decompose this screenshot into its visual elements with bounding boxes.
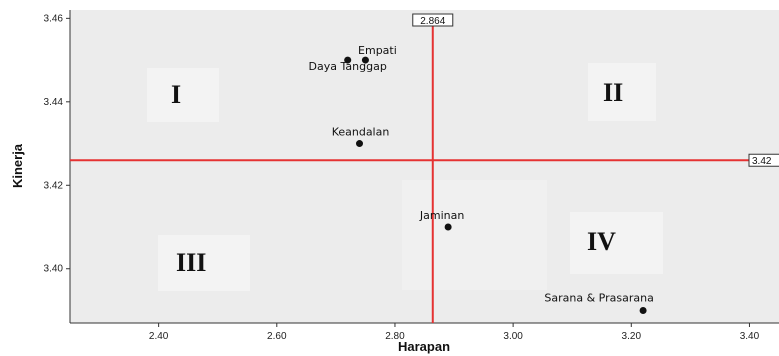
horizontal-reference-label: 3.42 — [748, 153, 779, 167]
y-tick-label: 3.42 — [44, 180, 64, 191]
point-label: Sarana & Prasarana — [544, 291, 653, 304]
y-tick-label: 3.44 — [44, 97, 64, 108]
x-tick-label: 3.20 — [622, 331, 642, 342]
x-tick-label: 2.60 — [267, 331, 287, 342]
center-shade — [402, 180, 547, 290]
y-tick-label: 3.40 — [44, 264, 64, 275]
data-point — [361, 56, 369, 64]
point-label: Jaminan — [419, 209, 464, 222]
x-axis-title: Harapan — [398, 339, 450, 354]
data-points: Empati Daya Tanggap Keandalan Jaminan Sarana… — [309, 44, 654, 314]
x-tick-label: 3.40 — [740, 331, 760, 342]
quadrant-label-i: I — [171, 80, 181, 109]
x-ticks: 2.40 2.60 2.80 3.00 3.20 3.40 — [149, 323, 760, 342]
quadrant-box-iii — [158, 235, 250, 291]
vertical-reference-value: 2.864 — [420, 16, 445, 27]
x-tick-label: 2.40 — [149, 331, 169, 342]
point-label: Empati — [358, 44, 397, 57]
quadrant-box-i — [147, 68, 219, 122]
data-point — [344, 56, 352, 64]
vertical-reference-label: 2.864 — [412, 13, 454, 27]
horizontal-reference-value: 3.42 — [752, 156, 772, 167]
data-point — [356, 140, 364, 148]
y-tick-label: 3.46 — [44, 13, 64, 24]
point-label: Keandalan — [332, 126, 390, 139]
quadrant-box-ii — [588, 63, 656, 121]
quadrant-label-ii: II — [603, 78, 623, 107]
data-point — [639, 306, 647, 314]
quadrant-box-iv — [570, 212, 663, 274]
x-tick-label: 3.00 — [503, 331, 523, 342]
quadrant-label-iv: IV — [587, 227, 616, 256]
quadrant-label-iii: III — [176, 248, 206, 277]
data-point — [444, 223, 452, 231]
y-axis-title: Kinerja — [10, 143, 25, 188]
x-tick-label: 2.80 — [385, 331, 405, 342]
point-label: Daya Tanggap — [309, 60, 387, 73]
y-ticks: 3.40 3.42 3.44 3.46 — [44, 13, 70, 275]
